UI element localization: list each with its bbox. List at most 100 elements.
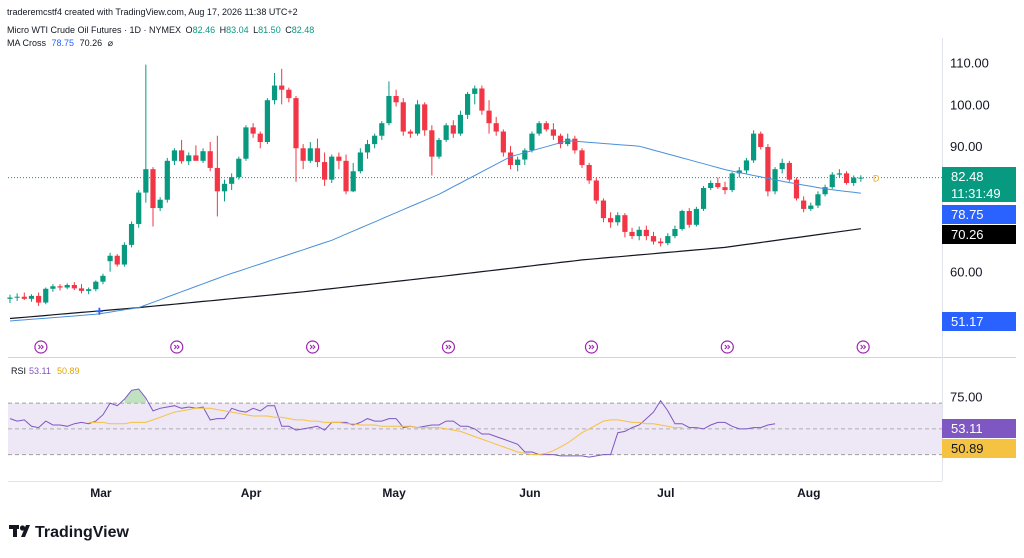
candle[interactable] — [214, 135, 220, 217]
candle[interactable] — [343, 154, 349, 195]
candle[interactable] — [715, 177, 721, 189]
candle[interactable] — [136, 190, 142, 228]
price-pane[interactable]: D — [7, 64, 942, 354]
candle[interactable] — [86, 287, 92, 295]
candle[interactable] — [78, 284, 85, 294]
candle[interactable] — [186, 152, 192, 165]
candle[interactable] — [300, 144, 306, 170]
candle[interactable] — [422, 102, 428, 136]
candle[interactable] — [36, 292, 42, 306]
candle[interactable] — [7, 294, 13, 303]
candle[interactable] — [264, 98, 270, 145]
candle[interactable] — [400, 98, 406, 136]
candle[interactable] — [550, 123, 556, 140]
candle[interactable] — [672, 225, 678, 239]
candle[interactable] — [507, 146, 514, 170]
ma-fast-line[interactable] — [9, 140, 861, 322]
candle[interactable] — [493, 116, 499, 136]
candle[interactable] — [93, 280, 99, 292]
candle[interactable] — [407, 129, 413, 138]
candle[interactable] — [457, 110, 464, 136]
event-marker-icon[interactable] — [856, 340, 870, 354]
candle[interactable] — [21, 292, 27, 301]
candle[interactable] — [851, 175, 857, 186]
candle[interactable] — [307, 142, 313, 163]
candle[interactable] — [236, 156, 242, 180]
candle[interactable] — [729, 172, 735, 193]
rsi-pane[interactable] — [9, 388, 776, 458]
candle[interactable] — [450, 120, 456, 138]
rsi-ma-line[interactable] — [88, 407, 683, 456]
candle[interactable] — [57, 284, 63, 291]
candle[interactable] — [207, 142, 213, 172]
candle[interactable] — [665, 233, 671, 246]
candle[interactable] — [565, 133, 571, 147]
candle[interactable] — [836, 169, 842, 178]
candle[interactable] — [679, 209, 685, 231]
rsi-line[interactable] — [9, 388, 776, 458]
candle[interactable] — [593, 177, 599, 204]
event-marker-icon[interactable] — [584, 340, 599, 354]
candle[interactable] — [193, 145, 199, 161]
candle[interactable] — [693, 206, 699, 227]
candle[interactable] — [171, 148, 178, 165]
candle[interactable] — [429, 125, 435, 176]
candle[interactable] — [364, 139, 371, 159]
candle[interactable] — [650, 231, 657, 245]
candle[interactable] — [643, 225, 649, 241]
candle[interactable] — [257, 131, 263, 149]
candle[interactable] — [221, 179, 228, 202]
candle[interactable] — [293, 96, 299, 182]
candle[interactable] — [336, 152, 342, 170]
candle[interactable] — [243, 125, 249, 161]
candle[interactable] — [200, 148, 206, 163]
candle[interactable] — [357, 148, 363, 174]
event-marker-icon[interactable] — [306, 340, 320, 354]
candle[interactable] — [608, 212, 614, 228]
candle[interactable] — [758, 131, 764, 150]
symbol-title[interactable]: Micro WTI Crude Oil Futures · 1D · NYMEX — [7, 25, 182, 35]
event-marker-icon[interactable] — [170, 340, 184, 354]
candle[interactable] — [622, 213, 628, 238]
candle[interactable] — [808, 202, 814, 211]
candle[interactable] — [14, 293, 20, 301]
candle[interactable] — [107, 252, 113, 272]
candle[interactable] — [379, 121, 385, 140]
candle[interactable] — [386, 81, 392, 126]
candle[interactable] — [515, 156, 521, 172]
candle[interactable] — [586, 162, 592, 184]
candle[interactable] — [686, 208, 692, 228]
candle[interactable] — [164, 157, 170, 203]
candle[interactable] — [479, 85, 485, 115]
candle[interactable] — [414, 100, 421, 136]
candle[interactable] — [393, 89, 399, 107]
candle[interactable] — [786, 160, 792, 182]
candle[interactable] — [722, 181, 728, 195]
candle[interactable] — [229, 173, 235, 191]
candle[interactable] — [350, 162, 356, 193]
candle[interactable] — [658, 238, 664, 247]
candle[interactable] — [743, 157, 750, 174]
candle[interactable] — [765, 144, 771, 197]
candle[interactable] — [372, 133, 378, 149]
candle[interactable] — [28, 294, 35, 302]
candle[interactable] — [557, 133, 564, 149]
candle[interactable] — [314, 138, 321, 168]
candle[interactable] — [500, 129, 506, 157]
candle[interactable] — [536, 121, 542, 136]
candle[interactable] — [150, 167, 156, 227]
candle[interactable] — [615, 212, 621, 226]
candle[interactable] — [286, 87, 292, 103]
candle[interactable] — [279, 68, 285, 105]
candle[interactable] — [543, 121, 549, 132]
candle[interactable] — [572, 135, 578, 154]
candle[interactable] — [629, 227, 635, 240]
candle[interactable] — [436, 137, 442, 159]
candle[interactable] — [815, 191, 821, 209]
candle[interactable] — [250, 123, 256, 138]
candle[interactable] — [121, 242, 127, 267]
candle[interactable] — [522, 148, 528, 165]
event-marker-icon[interactable] — [34, 340, 48, 354]
candle[interactable] — [114, 254, 120, 267]
